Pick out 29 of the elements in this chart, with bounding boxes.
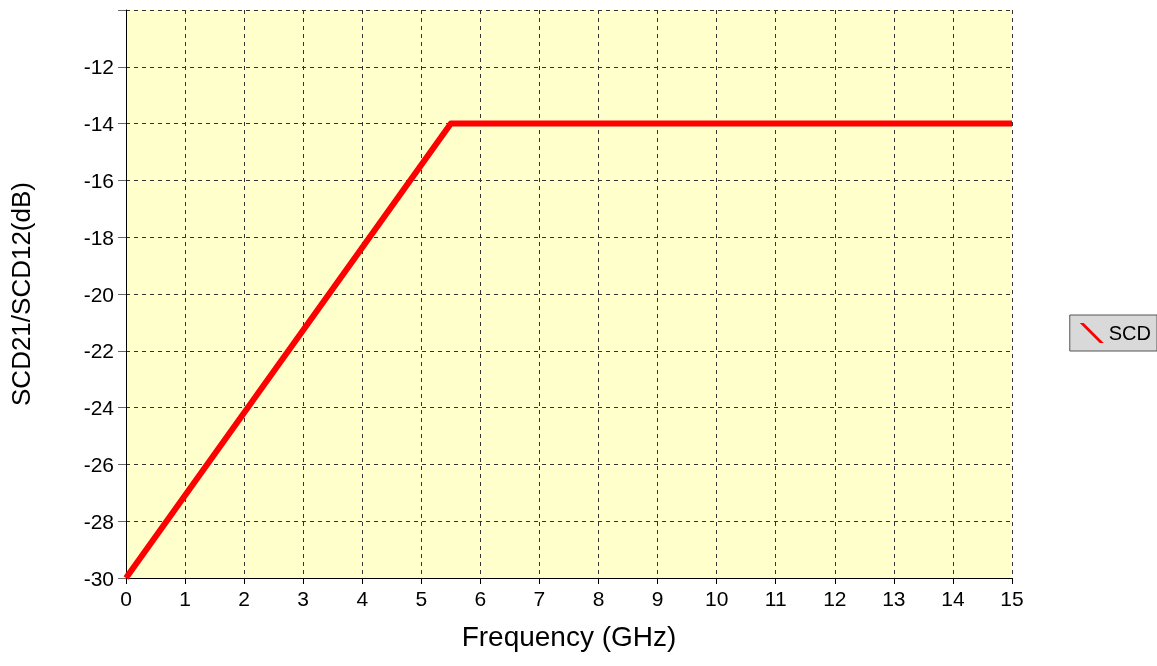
x-tick-label: 12 [823,587,847,610]
x-tick-label: 8 [592,587,605,610]
y-tick-label: -16 [83,168,114,192]
x-tick-label: 11 [764,587,787,610]
y-tick-label: -18 [83,225,114,249]
x-tick-label: 10 [704,587,729,610]
y-tick-label: -14 [83,112,115,136]
x-tick-label: 13 [882,587,906,610]
x-tick-label: 1 [179,587,191,610]
x-tick-label: 14 [941,587,965,610]
x-tick-label: 6 [474,587,487,610]
y-tick-label: -30 [83,566,114,590]
legend-label: SCD [1108,322,1152,344]
x-axis-title: Frequency (GHz) [461,620,677,652]
x-tick-label: 7 [533,587,546,610]
x-tick-label: 15 [1000,587,1024,610]
y-tick-label: -20 [83,282,114,306]
y-axis-title: SCD21/SCD12(dB) [6,182,36,406]
y-tick-label: -22 [83,339,114,363]
y-tick-label: -28 [83,509,114,533]
y-tick-label: -12 [83,55,114,79]
x-tick-label: 0 [120,587,132,610]
x-tick-label: 5 [415,587,428,610]
x-tick-label: 3 [297,587,310,610]
x-tick-label: 4 [356,587,369,610]
y-tick-label: -24 [83,396,115,420]
x-tick-label: 2 [238,587,250,610]
y-tick-label: -26 [83,452,114,476]
x-tick-label: 9 [651,587,664,610]
